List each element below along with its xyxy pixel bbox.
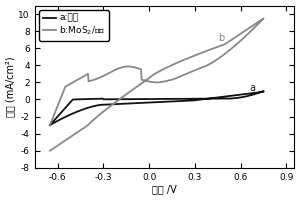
Text: a: a xyxy=(250,83,256,93)
b:MoS$_2$/砥布 xyxy=(92,79,95,81)
b:MoS$_2$/砥布 xyxy=(236,42,240,44)
Legend: a:砥布, b:MoS$_2$/砥布: a:砥布, b:MoS$_2$/砥布 xyxy=(39,10,109,41)
Line: a:砥布: a:砥布 xyxy=(50,91,264,125)
Y-axis label: 电流 (mA/cm²): 电流 (mA/cm²) xyxy=(6,56,16,117)
b:MoS$_2$/砥布 xyxy=(48,150,52,152)
a:砥布 xyxy=(48,124,52,126)
a:砥布 xyxy=(124,98,128,100)
b:MoS$_2$/砥布 xyxy=(142,81,146,83)
a:砥布 xyxy=(262,90,266,92)
a:砥布 xyxy=(223,95,227,98)
a:砥布 xyxy=(153,101,157,103)
Line: b:MoS$_2$/砥布: b:MoS$_2$/砥布 xyxy=(50,18,264,151)
b:MoS$_2$/砥布 xyxy=(262,17,266,20)
b:MoS$_2$/砥布 xyxy=(182,59,185,61)
b:MoS$_2$/砥布 xyxy=(221,54,225,57)
a:砥布 xyxy=(242,96,245,98)
a:砥布 xyxy=(190,99,193,102)
Text: b: b xyxy=(218,33,224,43)
a:砥布 xyxy=(48,124,52,126)
b:MoS$_2$/砥布 xyxy=(134,86,138,89)
X-axis label: 电压 /V: 电压 /V xyxy=(152,184,177,194)
b:MoS$_2$/砥布 xyxy=(48,124,52,126)
a:砥布 xyxy=(158,98,162,100)
